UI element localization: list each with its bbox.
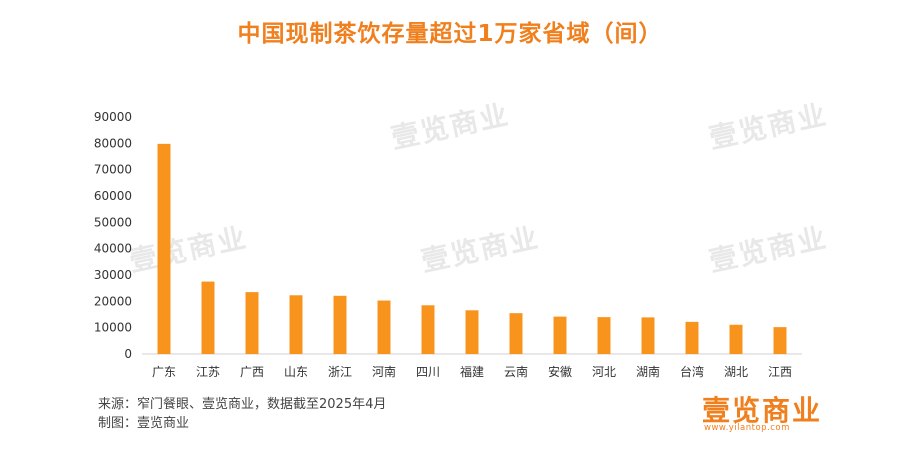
- x-tick-label: 江苏: [196, 365, 220, 379]
- x-tick-label: 湖南: [636, 364, 660, 379]
- y-tick-label: 30000: [94, 268, 132, 282]
- bar-湖南: [641, 317, 655, 354]
- bar-云南: [509, 313, 523, 354]
- credit-line: 制图：壹览商业: [98, 416, 190, 431]
- bar-河北: [597, 317, 611, 354]
- brand-url: www.yilantop.com: [704, 423, 790, 433]
- bar-四川: [421, 305, 435, 354]
- bar-江西: [773, 327, 787, 354]
- source-note: 来源：窄门餐眼、壹览商业，数据截至2025年4月 制图：壹览商业: [98, 395, 386, 433]
- x-tick-label: 福建: [460, 364, 484, 379]
- y-tick-label: 50000: [94, 215, 132, 229]
- y-tick-label: 0: [124, 347, 132, 361]
- x-tick-label: 浙江: [328, 365, 352, 379]
- bar-河南: [377, 300, 391, 354]
- y-tick-label: 60000: [94, 189, 132, 203]
- x-tick-label: 云南: [504, 364, 528, 379]
- bar-安徽: [553, 316, 567, 354]
- chart-title: 中国现制茶饮存量超过1万家省域（间）: [237, 21, 663, 47]
- x-tick-label: 河南: [372, 364, 396, 379]
- bar-福建: [465, 310, 479, 354]
- y-tick-label: 40000: [94, 242, 132, 256]
- y-tick-label: 10000: [94, 321, 132, 335]
- bar-湖北: [729, 324, 743, 354]
- x-tick-label: 台湾: [680, 364, 704, 379]
- source-line: 来源：窄门餐眼、壹览商业，数据截至2025年4月: [98, 397, 387, 412]
- bar-chart: 0 10000 20000 30000 40000 50000 60000 70000 8000…: [94, 110, 802, 379]
- bar-广东: [157, 143, 171, 354]
- x-tick-label: 安徽: [548, 364, 572, 379]
- bar-台湾: [685, 321, 699, 354]
- x-tick-label: 湖北: [724, 364, 748, 379]
- bar-江苏: [201, 281, 215, 354]
- y-tick-label: 90000: [94, 110, 132, 124]
- x-tick-label: 四川: [416, 365, 440, 379]
- y-tick-label: 80000: [94, 136, 132, 150]
- bar-浙江: [333, 295, 347, 354]
- brand-logo: 壹览商业: [702, 394, 823, 427]
- bar-广西: [245, 292, 259, 354]
- x-tick-label: 广东: [152, 365, 176, 379]
- x-tick-label: 江西: [768, 365, 792, 379]
- x-tick-label: 山东: [284, 365, 308, 379]
- bar-山东: [289, 295, 303, 354]
- y-tick-label: 70000: [94, 163, 132, 177]
- y-tick-label: 20000: [94, 294, 132, 308]
- x-tick-label: 广西: [240, 365, 264, 379]
- x-tick-label: 河北: [592, 365, 616, 379]
